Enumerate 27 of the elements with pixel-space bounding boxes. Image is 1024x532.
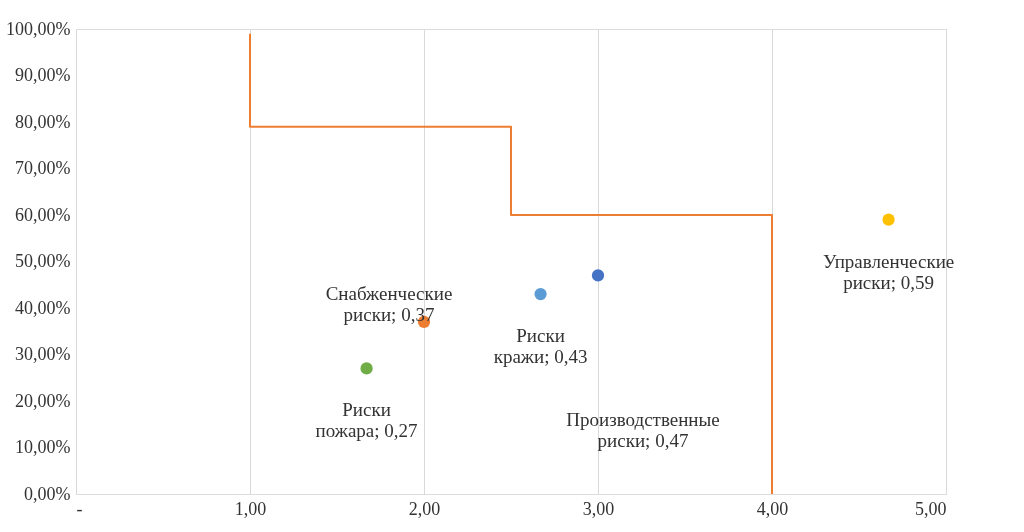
text: Риски кражи; 0,43: [493, 325, 588, 368]
y-tick-label: 60,00%: [15, 204, 71, 225]
y-tick-label: 70,00%: [15, 158, 71, 178]
y-tick-label: 20,00%: [15, 390, 71, 411]
x-tick-label: 1,00: [234, 498, 267, 519]
y-tick-label: 80,00%: [15, 111, 71, 132]
x-tick-label: 3,00: [582, 498, 615, 519]
x-tick-label: -: [76, 498, 83, 519]
y-tick-label: 90,00%: [15, 65, 71, 85]
y-tick-label: 10,00%: [15, 437, 71, 457]
line-series: [249, 32, 773, 495]
x-tick-label: 4,00: [756, 498, 789, 519]
x-tick-label: 5,00: [915, 498, 947, 519]
point: [882, 213, 895, 226]
y-tick-label: 40,00%: [15, 297, 71, 318]
text: Управленческие риски; 0,59: [822, 250, 955, 293]
y-tick-label: 0,00%: [24, 483, 71, 504]
point: [360, 362, 373, 375]
point: [534, 287, 547, 301]
text: Производственные риски; 0,47: [566, 409, 720, 452]
point: [591, 269, 605, 282]
text: Снабженческие риски; 0,37: [325, 282, 453, 325]
y-tick-label: 100,00%: [6, 18, 71, 39]
y-tick-label: 50,00%: [15, 251, 71, 271]
y-tick-label: 30,00%: [15, 344, 71, 364]
text: Риски пожара; 0,27: [315, 399, 418, 442]
x-tick-label: 2,00: [408, 498, 441, 519]
